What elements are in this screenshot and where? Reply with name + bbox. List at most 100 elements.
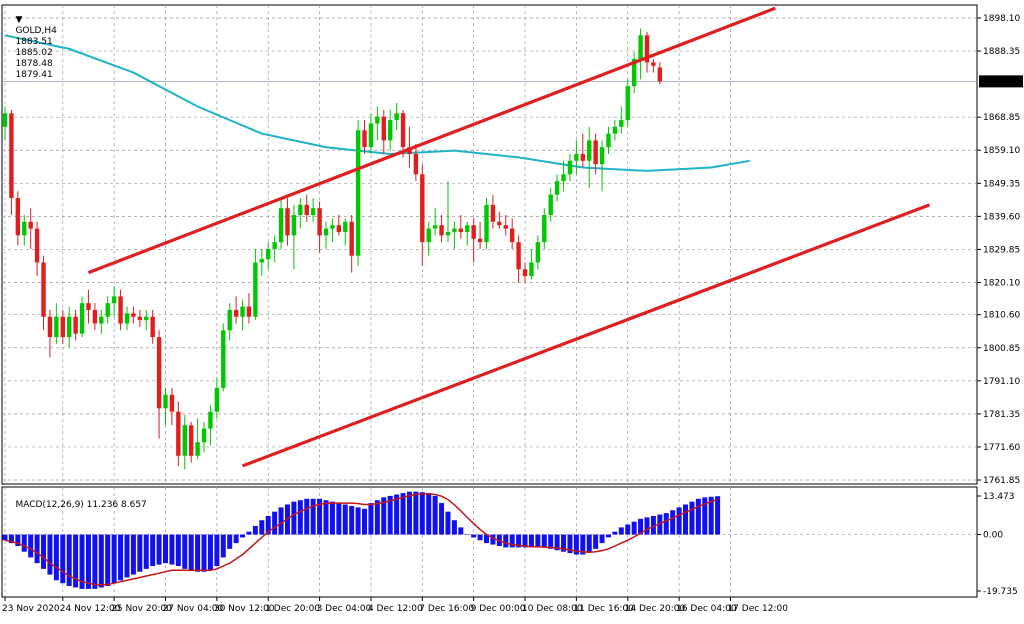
candle-body[interactable] — [324, 229, 328, 236]
candle-body[interactable] — [382, 117, 386, 141]
candle-body[interactable] — [523, 269, 527, 276]
candle-body[interactable] — [189, 425, 193, 456]
candle-body[interactable] — [54, 317, 58, 337]
candle-body[interactable] — [369, 123, 373, 147]
candle-body[interactable] — [516, 242, 520, 269]
candle-body[interactable] — [48, 317, 52, 337]
candle-body[interactable] — [613, 127, 617, 134]
candle-body[interactable] — [658, 67, 662, 81]
candle-body[interactable] — [420, 174, 424, 242]
candle-body[interactable] — [253, 262, 257, 316]
candle-body[interactable] — [228, 310, 232, 330]
candle-body[interactable] — [581, 154, 585, 161]
candle-body[interactable] — [439, 225, 443, 235]
candle-body[interactable] — [330, 225, 334, 228]
candle-body[interactable] — [491, 205, 495, 222]
candle-body[interactable] — [549, 195, 553, 215]
candle-body[interactable] — [484, 205, 488, 242]
candle-body[interactable] — [144, 317, 148, 320]
candle-body[interactable] — [67, 317, 71, 337]
candle-body[interactable] — [215, 388, 219, 412]
candle-body[interactable] — [131, 313, 135, 316]
candle-body[interactable] — [433, 225, 437, 228]
candle-body[interactable] — [600, 147, 604, 164]
candle-body[interactable] — [125, 313, 129, 323]
candle-body[interactable] — [28, 222, 32, 229]
candle-body[interactable] — [260, 259, 264, 262]
candle-body[interactable] — [73, 317, 77, 334]
candle-body[interactable] — [465, 225, 469, 232]
candle-body[interactable] — [279, 208, 283, 242]
candle-body[interactable] — [394, 113, 398, 120]
candle-body[interactable] — [606, 134, 610, 148]
candle-body[interactable] — [414, 154, 418, 174]
candle-body[interactable] — [112, 296, 116, 303]
candle-body[interactable] — [9, 113, 13, 198]
candle-body[interactable] — [208, 412, 212, 429]
candle-body[interactable] — [561, 174, 565, 181]
candle-body[interactable] — [22, 222, 26, 236]
candle-body[interactable] — [99, 317, 103, 324]
candle-body[interactable] — [337, 225, 341, 232]
candle-body[interactable] — [317, 208, 321, 235]
dropdown-triangle-icon[interactable]: ▼ — [15, 15, 22, 25]
candle-body[interactable] — [138, 317, 142, 320]
candle-body[interactable] — [195, 442, 199, 456]
candle-body[interactable] — [568, 161, 572, 175]
candle-body[interactable] — [163, 395, 167, 409]
candle-body[interactable] — [176, 412, 180, 456]
candle-body[interactable] — [106, 303, 110, 317]
candle-body[interactable] — [587, 140, 591, 160]
candle-body[interactable] — [80, 303, 84, 334]
candle-body[interactable] — [349, 222, 353, 256]
candle-body[interactable] — [651, 62, 655, 65]
candle-body[interactable] — [446, 232, 450, 235]
candle-body[interactable] — [272, 242, 276, 249]
candle-body[interactable] — [305, 205, 309, 215]
candle-body[interactable] — [471, 225, 475, 239]
candle-body[interactable] — [356, 130, 360, 255]
candle-body[interactable] — [401, 113, 405, 147]
candle-body[interactable] — [150, 317, 154, 337]
candle-body[interactable] — [478, 239, 482, 242]
candle-body[interactable] — [510, 229, 514, 243]
candle-body[interactable] — [504, 225, 508, 228]
candle-body[interactable] — [157, 337, 161, 408]
candle-body[interactable] — [86, 303, 90, 310]
candle-body[interactable] — [118, 296, 122, 323]
candle-body[interactable] — [638, 35, 642, 59]
candle-body[interactable] — [202, 429, 206, 443]
candle-body[interactable] — [266, 249, 270, 259]
candle-body[interactable] — [298, 205, 302, 215]
candle-body[interactable] — [240, 307, 244, 317]
candle-body[interactable] — [41, 262, 45, 316]
candle-body[interactable] — [311, 208, 315, 215]
candle-body[interactable] — [542, 215, 546, 242]
candle-body[interactable] — [93, 310, 97, 324]
candle-body[interactable] — [536, 242, 540, 262]
candle-body[interactable] — [362, 130, 366, 147]
candle-body[interactable] — [497, 222, 501, 225]
candle-body[interactable] — [626, 86, 630, 120]
candle-body[interactable] — [574, 154, 578, 161]
candle-body[interactable] — [234, 310, 238, 317]
candle-body[interactable] — [221, 330, 225, 388]
candle-body[interactable] — [247, 307, 251, 317]
candle-body[interactable] — [16, 198, 20, 235]
candle-body[interactable] — [459, 229, 463, 232]
candle-body[interactable] — [285, 208, 289, 235]
candle-body[interactable] — [3, 113, 7, 127]
candle-body[interactable] — [452, 229, 456, 232]
candle-body[interactable] — [292, 215, 296, 235]
candle-body[interactable] — [343, 222, 347, 232]
candle-body[interactable] — [375, 117, 379, 124]
candle-body[interactable] — [35, 229, 39, 263]
candle-body[interactable] — [61, 317, 65, 337]
candle-body[interactable] — [427, 229, 431, 243]
candle-body[interactable] — [388, 120, 392, 140]
candle-body[interactable] — [529, 262, 533, 276]
candle-body[interactable] — [555, 181, 559, 195]
candle-body[interactable] — [183, 425, 187, 456]
candle-body[interactable] — [593, 140, 597, 164]
